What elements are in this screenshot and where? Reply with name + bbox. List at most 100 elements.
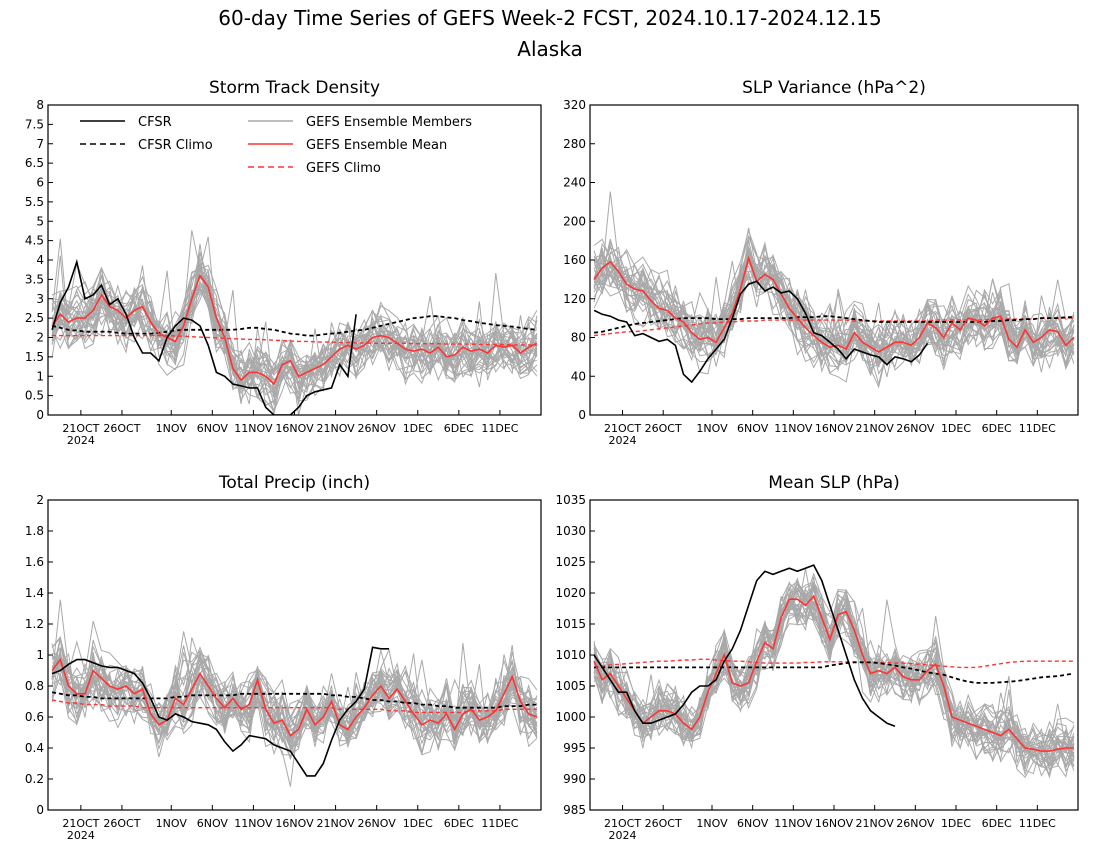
y-tick-label: 1.5 bbox=[25, 350, 44, 364]
y-tick-label: 6 bbox=[36, 176, 44, 190]
x-tick-label: 11DEC bbox=[481, 817, 518, 830]
series-cfsr-line bbox=[593, 564, 896, 728]
ensemble-member-line bbox=[51, 651, 538, 756]
ensemble-member-line bbox=[593, 240, 1075, 374]
series-gefs-climo-line bbox=[593, 658, 1074, 669]
ensemble-member-line bbox=[593, 240, 1075, 367]
series-cfsr-line bbox=[51, 258, 357, 415]
y-tick-label: 1.6 bbox=[25, 555, 44, 569]
x-tick-label: 21NOV bbox=[856, 422, 895, 435]
x-tick-label: 6NOV bbox=[197, 817, 229, 830]
x-tick-label: 1DEC bbox=[941, 817, 971, 830]
series-group bbox=[51, 258, 538, 415]
panel-total-precip-inch: Total Precip (inch) 0 0.2 0.4 0.6 0.8 1 1.2 1.4 1… bbox=[25, 473, 542, 842]
x-tick-label: 1DEC bbox=[941, 422, 971, 435]
y-tick-label: 5.5 bbox=[25, 195, 44, 209]
y-tick-label: 280 bbox=[563, 137, 586, 151]
y-tick-label: 990 bbox=[563, 772, 586, 786]
x-year-label: 2024 bbox=[609, 829, 637, 842]
x-tick-label: 6DEC bbox=[444, 817, 474, 830]
figure-title: 60-day Time Series of GEFS Week-2 FCST, … bbox=[218, 6, 881, 30]
series-cfsr-climo-line bbox=[51, 315, 537, 337]
ensemble-member-line bbox=[51, 656, 538, 751]
x-tick-label: 16NOV bbox=[275, 817, 314, 830]
series-gefs-ensemble-mean-line bbox=[51, 273, 538, 386]
x-tick-label: 11NOV bbox=[774, 422, 813, 435]
x-tick-label: 16NOV bbox=[275, 422, 314, 435]
y-tick-label: 8 bbox=[36, 98, 44, 112]
ensemble-member-line bbox=[593, 587, 1075, 779]
legend-label-cfsr: CFSR bbox=[138, 115, 172, 130]
x-tick-label: 6NOV bbox=[737, 817, 769, 830]
y-tick-label: 4.5 bbox=[25, 234, 44, 248]
y-tick-label: 120 bbox=[563, 292, 586, 306]
y-tick-label: 1035 bbox=[555, 493, 586, 507]
x-tick-label: 11NOV bbox=[234, 422, 273, 435]
x-tick-label: 11DEC bbox=[1019, 422, 1056, 435]
x-tick-label: 26OCT bbox=[645, 817, 682, 830]
y-tick-label: 0.6 bbox=[25, 710, 44, 724]
x-tick-label: 26NOV bbox=[896, 422, 935, 435]
ensemble-member-line bbox=[593, 592, 1075, 762]
y-tick-label: 1030 bbox=[555, 524, 586, 538]
y-tick-label: 1000 bbox=[555, 710, 586, 724]
x-tick-label: 1DEC bbox=[403, 817, 433, 830]
y-tick-label: 200 bbox=[563, 214, 586, 228]
ensemble-member-line bbox=[51, 666, 538, 744]
ensemble-member-line bbox=[51, 250, 538, 415]
x-tick-label: 26OCT bbox=[103, 817, 140, 830]
ensemble-member-line bbox=[593, 248, 1075, 386]
x-tick-label: 6NOV bbox=[197, 422, 229, 435]
y-tick-label: 1.4 bbox=[25, 586, 44, 600]
y-tick-label: 2.5 bbox=[25, 311, 44, 325]
y-tick-label: 1.8 bbox=[25, 524, 44, 538]
x-tick-label: 26OCT bbox=[645, 422, 682, 435]
y-tick-label: 160 bbox=[563, 253, 586, 267]
y-tick-label: 995 bbox=[563, 741, 586, 755]
x-tick-label: 11NOV bbox=[774, 817, 813, 830]
series-cfsr-line bbox=[51, 646, 389, 777]
panel-mean-slp-hpa: Mean SLP (hPa) 985 990 995 1000 1005 1010 1015 1… bbox=[555, 473, 1079, 842]
series-cfsr-climo-line bbox=[594, 661, 1075, 684]
y-tick-label: 1025 bbox=[555, 555, 586, 569]
y-tick-label: 0.4 bbox=[25, 741, 44, 755]
y-tick-label: 1 bbox=[36, 648, 44, 662]
x-tick-label: 21NOV bbox=[316, 817, 355, 830]
y-tick-label: 2 bbox=[36, 331, 44, 345]
ensemble-members bbox=[51, 230, 538, 415]
x-tick-label: 21OCT bbox=[62, 422, 99, 435]
series-gefs-climo-line bbox=[594, 317, 1074, 337]
y-tick-label: 1010 bbox=[555, 648, 586, 662]
y-tick-label: 1.2 bbox=[25, 617, 44, 631]
y-tick-label: 0.2 bbox=[25, 772, 44, 786]
series-group bbox=[51, 646, 538, 777]
x-tick-label: 1NOV bbox=[156, 817, 188, 830]
series-cfsr-line bbox=[593, 280, 929, 384]
plot-frame bbox=[589, 499, 1079, 811]
ensemble-member-line bbox=[593, 581, 1075, 772]
plot-frame bbox=[47, 499, 542, 811]
ensemble-member-line bbox=[593, 589, 1075, 768]
x-tick-label: 11DEC bbox=[481, 422, 518, 435]
legend-label-ens-members: GEFS Ensemble Members bbox=[306, 115, 472, 130]
ensemble-member-line bbox=[593, 581, 1075, 757]
x-tick-label: 21OCT bbox=[604, 422, 641, 435]
ensemble-members bbox=[593, 191, 1075, 389]
x-tick-label: 11DEC bbox=[1019, 817, 1056, 830]
panels: Storm Track Density 0 0.5 1 1.5 2 2.5 3 3.5 4 4.5 5… bbox=[25, 78, 1079, 842]
ensemble-member-line bbox=[51, 266, 538, 391]
ensemble-member-line bbox=[51, 266, 538, 391]
ensemble-member-line bbox=[51, 640, 538, 758]
x-tick-label: 26NOV bbox=[358, 817, 397, 830]
x-tick-label: 21OCT bbox=[62, 817, 99, 830]
x-tick-label: 11NOV bbox=[234, 817, 273, 830]
legend-label-cfsr-climo: CFSR Climo bbox=[138, 138, 213, 153]
x-tick-label: 21NOV bbox=[856, 817, 895, 830]
x-tick-label: 6DEC bbox=[982, 817, 1012, 830]
y-tick-label: 5 bbox=[36, 214, 44, 228]
panel-title: Total Precip (inch) bbox=[218, 473, 370, 493]
y-tick-label: 2 bbox=[36, 493, 44, 507]
series-gefs-ensemble-mean-line bbox=[593, 594, 1074, 752]
y-tick-label: 0.8 bbox=[25, 679, 44, 693]
